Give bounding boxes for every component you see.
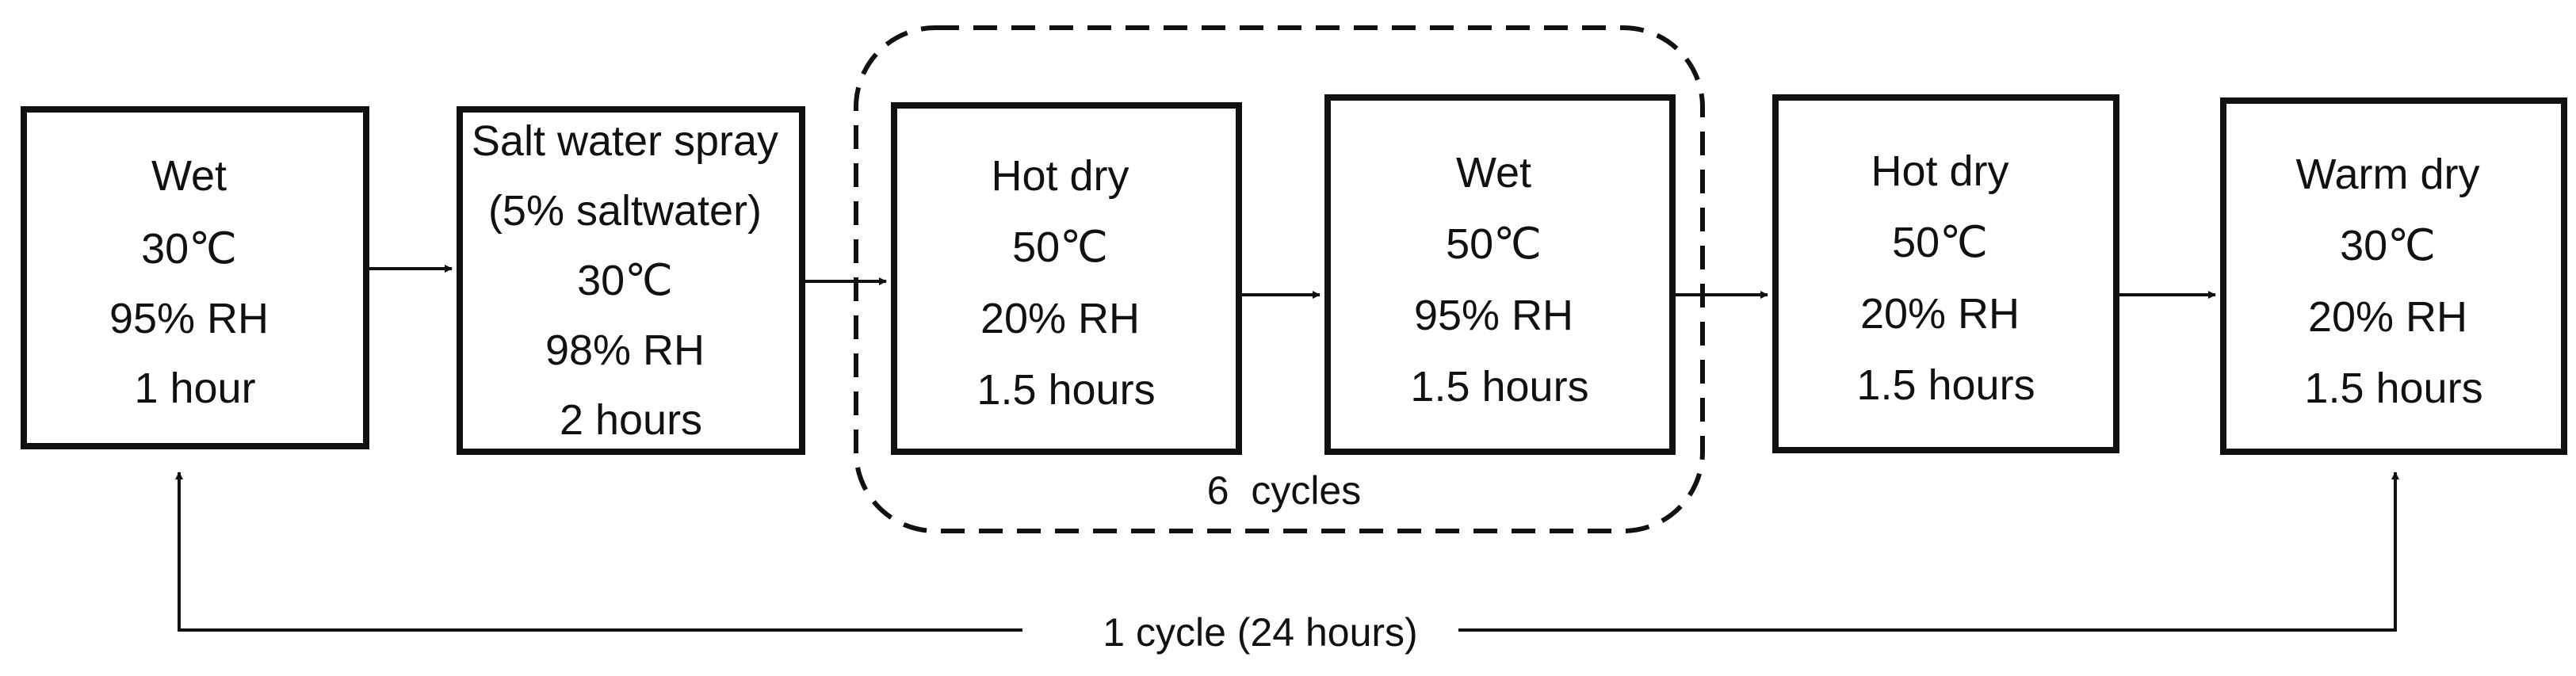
overall-cycle-label: 1 cycle (24 hours) bbox=[1103, 610, 1417, 655]
step-4-line-4: 1.5 hours bbox=[1410, 363, 1588, 411]
step-5-line-1: Hot dry bbox=[1871, 147, 2008, 195]
step-4-line-3: 95% RH bbox=[1414, 292, 1573, 339]
step-2-line-1: Salt water spray bbox=[472, 117, 778, 165]
step-2-line-3: 30℃ bbox=[577, 257, 673, 304]
step-6-line-2: 30℃ bbox=[2340, 222, 2436, 269]
step-text-hot-dry-1: Hot dry 50℃ 20% RH 1.5 hours bbox=[977, 152, 1155, 414]
step-3-line-1: Hot dry bbox=[991, 152, 1129, 200]
step-3-line-3: 20% RH bbox=[980, 295, 1140, 342]
loop-line-right bbox=[1458, 472, 2399, 632]
loop-line-left bbox=[175, 472, 1022, 632]
step-4-line-2: 50℃ bbox=[1446, 220, 1542, 268]
step-box-wet-1 bbox=[21, 106, 369, 449]
step-2-line-5: 2 hours bbox=[560, 396, 702, 444]
step-3-line-4: 1.5 hours bbox=[977, 366, 1155, 414]
step-box-hot-dry-2 bbox=[1772, 94, 2119, 453]
step-text-warm-dry: Warm dry 30℃ 20% RH 1.5 hours bbox=[2296, 151, 2492, 412]
step-5-line-4: 1.5 hours bbox=[1856, 361, 2035, 409]
step-5-line-3: 20% RH bbox=[1860, 290, 2020, 338]
step-text-hot-dry-2: Hot dry 50℃ 20% RH 1.5 hours bbox=[1856, 147, 2035, 409]
step-4-line-1: Wet bbox=[1456, 149, 1531, 197]
step-box-salt-spray bbox=[457, 106, 805, 455]
repeat-group-label: 6 cycles bbox=[1207, 468, 1362, 513]
step-text-wet-1: Wet 30℃ 95% RH 1 hour bbox=[109, 152, 281, 412]
step-box-warm-dry bbox=[2220, 97, 2567, 455]
step-1-line-1: Wet bbox=[151, 152, 227, 200]
step-box-wet-2 bbox=[1324, 94, 1676, 455]
repeat-group-outline bbox=[854, 25, 1705, 533]
step-box-hot-dry-1 bbox=[891, 102, 1242, 455]
step-2-line-2: (5% saltwater) bbox=[488, 187, 762, 235]
step-6-line-4: 1.5 hours bbox=[2304, 365, 2482, 412]
step-1-line-3: 95% RH bbox=[109, 295, 269, 342]
step-5-line-2: 50℃ bbox=[1892, 219, 1988, 266]
step-text-salt-spray: Salt water spray (5% saltwater) 30℃ 98% … bbox=[472, 117, 790, 444]
step-2-line-4: 98% RH bbox=[545, 327, 705, 374]
step-1-line-2: 30℃ bbox=[141, 225, 237, 273]
step-6-line-3: 20% RH bbox=[2308, 293, 2467, 341]
step-1-line-4: 1 hour bbox=[134, 365, 255, 412]
step-text-wet-2: Wet 50℃ 95% RH 1.5 hours bbox=[1410, 149, 1588, 411]
step-3-line-2: 50℃ bbox=[1012, 223, 1108, 271]
step-6-line-1: Warm dry bbox=[2296, 151, 2480, 198]
